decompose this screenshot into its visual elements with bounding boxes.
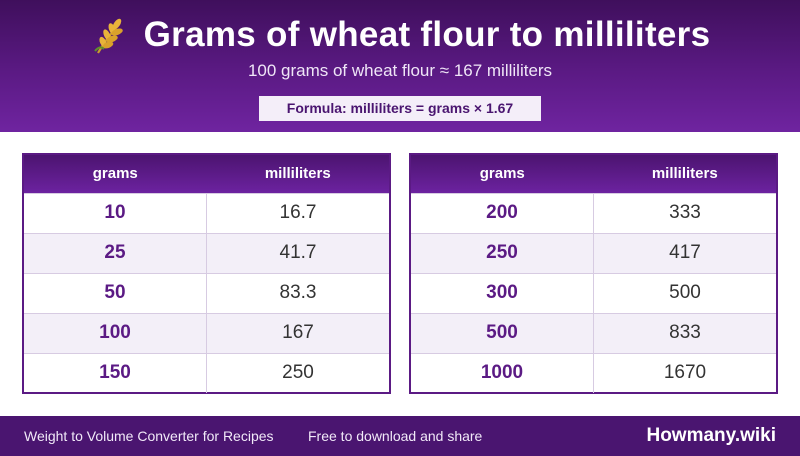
table-header-row: grams milliliters (411, 155, 776, 193)
conversion-table-right: grams milliliters 200 333 250 417 300 50… (409, 153, 778, 394)
table-row: 250 417 (411, 232, 776, 273)
milliliters-cell: 16.7 (206, 192, 389, 233)
subtitle: 100 grams of wheat flour ≈ 167 millilite… (247, 61, 553, 80)
brand-logo-text[interactable]: Howmany.wiki (646, 425, 776, 446)
grams-cell: 25 (24, 232, 207, 273)
grams-cell: 10 (24, 192, 207, 233)
table-row: 25 41.7 (24, 232, 389, 273)
header-banner: Grams of wheat flour to milliliters 100 … (0, 0, 800, 132)
milliliters-cell: 500 (593, 272, 776, 313)
grams-cell: 300 (411, 272, 594, 313)
page-title: Grams of wheat flour to milliliters (143, 15, 711, 54)
table: grams milliliters 10 16.7 25 41.7 50 83.… (24, 155, 389, 393)
column-header-milliliters: milliliters (206, 155, 389, 193)
conversion-table-left: grams milliliters 10 16.7 25 41.7 50 83.… (22, 153, 391, 394)
grams-cell: 50 (24, 272, 207, 313)
table-row: 100 167 (24, 312, 389, 353)
footer-share-note: Free to download and share (308, 428, 483, 444)
title-row: Grams of wheat flour to milliliters (0, 12, 800, 58)
formula-box: Formula: milliliters = grams × 1.67 (259, 96, 541, 121)
table-row: 1000 1670 (411, 352, 776, 393)
table-row: 50 83.3 (24, 272, 389, 313)
table: grams milliliters 200 333 250 417 300 50… (411, 155, 776, 393)
wheat-icon (90, 15, 130, 55)
milliliters-cell: 333 (593, 192, 776, 233)
milliliters-cell: 83.3 (206, 272, 389, 313)
column-header-grams: grams (24, 155, 207, 193)
footer-tagline: Weight to Volume Converter for Recipes (24, 428, 274, 444)
grams-cell: 100 (24, 312, 207, 353)
column-header-milliliters: milliliters (593, 155, 776, 193)
grams-cell: 200 (411, 192, 594, 233)
grams-cell: 1000 (411, 352, 594, 393)
table-row: 500 833 (411, 312, 776, 353)
milliliters-cell: 250 (206, 352, 389, 393)
table-row: 150 250 (24, 352, 389, 393)
grams-cell: 150 (24, 352, 207, 393)
milliliters-cell: 167 (206, 312, 389, 353)
table-row: 300 500 (411, 272, 776, 313)
milliliters-cell: 41.7 (206, 232, 389, 273)
milliliters-cell: 417 (593, 232, 776, 273)
table-row: 200 333 (411, 192, 776, 233)
table-row: 10 16.7 (24, 192, 389, 233)
column-header-grams: grams (411, 155, 594, 193)
footer-bar: Weight to Volume Converter for Recipes F… (0, 416, 800, 456)
milliliters-cell: 833 (593, 312, 776, 353)
table-header-row: grams milliliters (24, 155, 389, 193)
milliliters-cell: 1670 (593, 352, 776, 393)
grams-cell: 500 (411, 312, 594, 353)
grams-cell: 250 (411, 232, 594, 273)
